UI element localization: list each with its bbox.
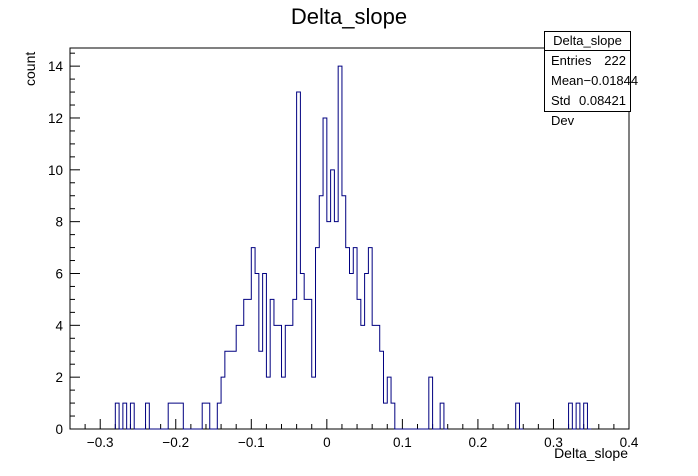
x-tick-label: 0.2 bbox=[469, 435, 488, 450]
y-tick-label: 8 bbox=[55, 215, 63, 230]
x-tick-label: −0.2 bbox=[162, 435, 189, 450]
x-axis-label: Delta_slope bbox=[554, 445, 628, 461]
y-tick-label: 4 bbox=[55, 318, 63, 333]
y-axis: 0 2 4 6 8 10 12 14 bbox=[48, 52, 80, 437]
stats-value: 222 bbox=[604, 53, 626, 68]
y-tick-label: 14 bbox=[48, 59, 64, 74]
y-tick-label: 12 bbox=[48, 111, 63, 126]
histogram-line bbox=[114, 65, 592, 430]
stats-value: −0.01844 bbox=[583, 73, 639, 88]
x-tick-label: 0.3 bbox=[544, 435, 563, 450]
y-tick-label: 6 bbox=[55, 266, 63, 281]
x-tick-label: 0 bbox=[323, 435, 331, 450]
stats-value: 0.08421 bbox=[579, 93, 626, 108]
stats-label: Entries bbox=[551, 53, 592, 68]
stats-label: Mean bbox=[551, 73, 584, 88]
y-tick-label: 10 bbox=[48, 163, 63, 178]
x-axis: −0.3 −0.2 −0.1 0 0.1 0.2 0.3 0.4 bbox=[69, 419, 639, 450]
x-tick-label: 0.4 bbox=[620, 435, 639, 450]
stats-title: Delta_slope bbox=[545, 32, 630, 51]
stats-box: Delta_slope Entries 222 Mean −0.01844 St… bbox=[544, 31, 638, 128]
x-tick-label: −0.3 bbox=[87, 435, 114, 450]
y-tick-label: 0 bbox=[55, 422, 63, 437]
plot-frame bbox=[69, 47, 630, 430]
stats-label: Std Dev bbox=[551, 93, 575, 128]
stats-row-stddev: Std Dev 0.08421 bbox=[545, 91, 630, 128]
x-tick-label: −0.1 bbox=[238, 435, 265, 450]
y-tick-label: 2 bbox=[55, 370, 63, 385]
x-tick-label: 0.1 bbox=[393, 435, 412, 450]
chart-title: Delta_slope bbox=[290, 4, 408, 29]
stats-row-entries: Entries 222 bbox=[545, 51, 630, 71]
stats-row-mean: Mean −0.01844 bbox=[545, 71, 638, 91]
y-axis-label: count bbox=[22, 51, 38, 86]
